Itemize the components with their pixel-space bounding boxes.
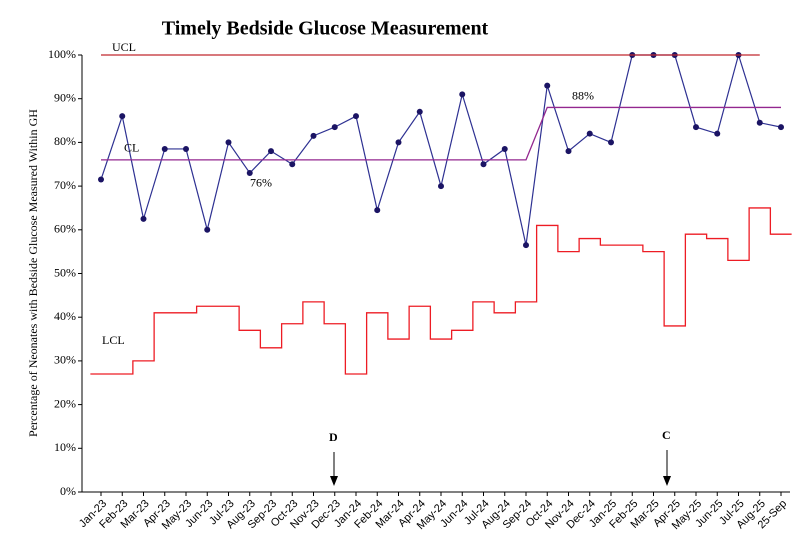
data-point — [693, 124, 699, 131]
annotation: 88% — [572, 88, 594, 102]
annotation: UCL — [112, 40, 136, 54]
data-point — [225, 139, 232, 146]
lcl-line — [90, 207, 792, 375]
y-tick-label: 0% — [60, 484, 76, 498]
data-point — [565, 148, 572, 155]
annotation: C — [662, 428, 671, 442]
chart-title: Timely Bedside Glucose Measurement — [162, 18, 489, 40]
data-point — [119, 113, 126, 120]
data-point — [756, 119, 763, 126]
y-tick-label: 80% — [54, 134, 76, 148]
data-point — [586, 130, 593, 137]
annotation: D — [329, 430, 338, 444]
y-tick-label: 40% — [54, 309, 76, 323]
annotation: LCL — [102, 333, 125, 347]
y-axis-label: Percentage of Neonates with Bedside Gluc… — [26, 109, 40, 437]
y-tick-label: 50% — [54, 265, 76, 279]
data-point — [480, 161, 487, 168]
annotation: CL — [124, 141, 139, 155]
data-point — [268, 148, 274, 155]
data-point — [459, 91, 466, 98]
data-point — [608, 139, 614, 146]
data-point — [161, 145, 168, 152]
data-point — [98, 176, 104, 183]
arrow-head — [330, 476, 338, 486]
arrow-head — [663, 476, 671, 486]
data-point — [395, 139, 402, 146]
y-tick-label: 10% — [54, 440, 76, 454]
data-point — [140, 215, 147, 222]
data-point — [246, 169, 253, 176]
data-point — [310, 132, 317, 139]
data-point — [204, 226, 211, 233]
data-point — [778, 124, 784, 131]
data-point — [331, 124, 338, 131]
y-tick-label: 90% — [54, 90, 76, 104]
data-point — [289, 161, 296, 168]
cl-line — [101, 106, 781, 161]
data-point — [501, 145, 508, 152]
y-tick-label: 70% — [54, 178, 76, 192]
data-point — [438, 183, 444, 190]
y-tick-label: 100% — [48, 47, 76, 61]
y-tick-label: 20% — [54, 396, 76, 410]
measured-line — [100, 52, 782, 246]
data-point — [374, 207, 381, 214]
data-point — [353, 113, 359, 120]
data-point — [416, 108, 423, 115]
data-point — [523, 242, 529, 249]
annotation: 76% — [250, 176, 272, 190]
data-point — [714, 130, 721, 137]
y-tick-label: 30% — [54, 353, 76, 367]
data-point — [183, 145, 189, 152]
y-tick-label: 60% — [54, 222, 76, 236]
data-point — [544, 82, 551, 89]
